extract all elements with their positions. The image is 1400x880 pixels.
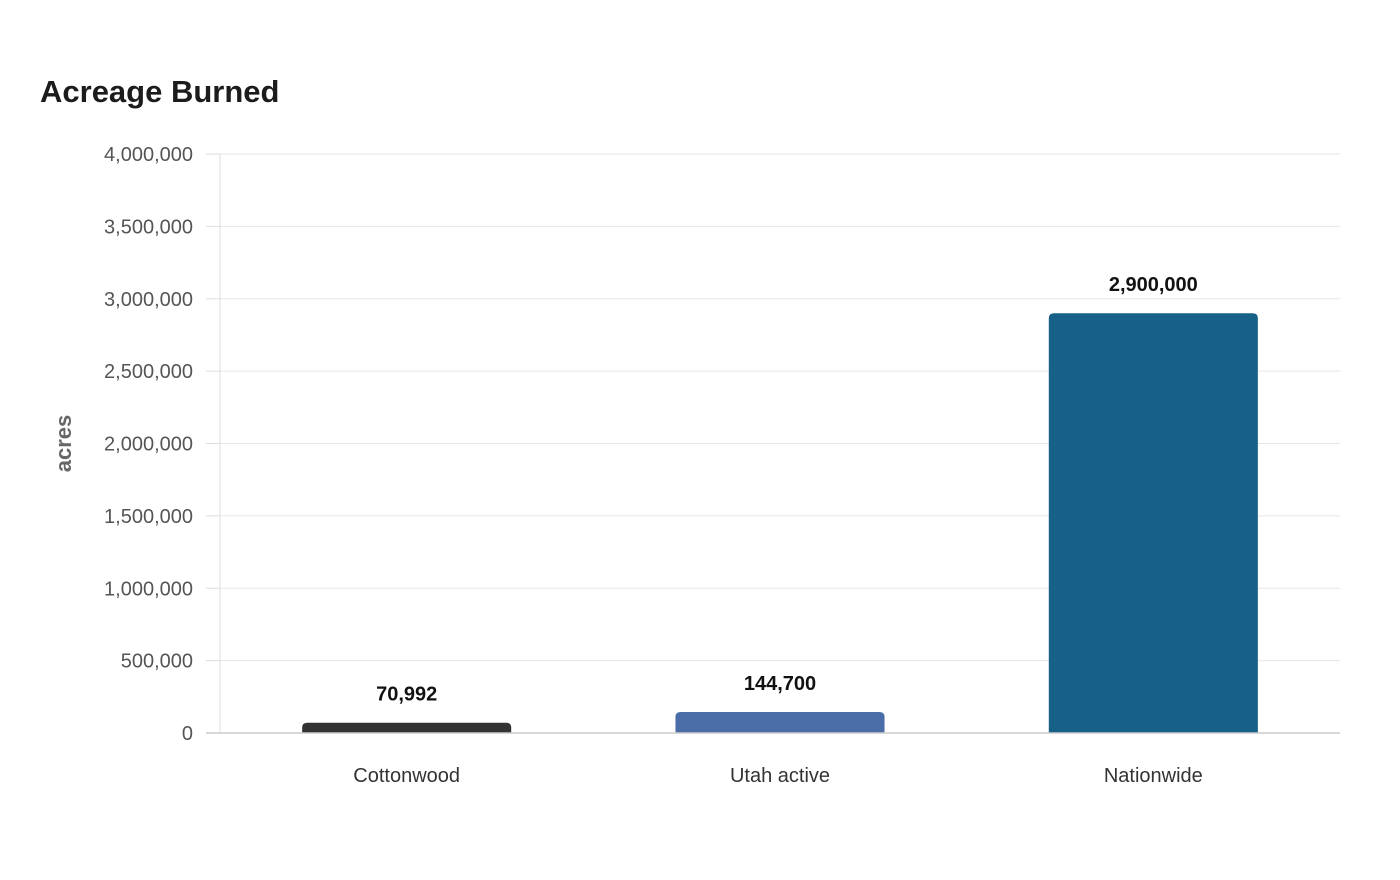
y-tick-label: 4,000,000 xyxy=(104,144,193,166)
y-tick-label: 1,000,000 xyxy=(104,578,193,600)
x-tick-label: Utah active xyxy=(730,765,830,787)
y-tick-label: 2,500,000 xyxy=(104,361,193,383)
y-tick-label: 0 xyxy=(182,723,193,745)
bar-utah-active xyxy=(675,712,885,733)
bar-nationwide xyxy=(1048,313,1258,733)
y-tick-label: 3,500,000 xyxy=(104,216,193,238)
y-tick-label: 2,000,000 xyxy=(104,434,193,456)
y-tick-label: 500,000 xyxy=(121,651,193,673)
bar-cottonwood xyxy=(302,722,512,733)
y-tick-label: 1,500,000 xyxy=(104,506,193,528)
y-axis-title: acres xyxy=(51,415,76,473)
x-tick-label: Cottonwood xyxy=(353,765,460,787)
value-label: 70,992 xyxy=(376,684,437,706)
value-label: 144,700 xyxy=(744,673,816,695)
x-axis-labels: Cottonwood Utah active Nationwide xyxy=(353,765,1203,787)
y-axis-ticks: 0 500,000 1,000,000 1,500,000 2,000,000 2,500… xyxy=(104,144,193,745)
y-tick-label: 3,000,000 xyxy=(104,289,193,311)
value-labels: 70,992 144,700 2,900,000 xyxy=(376,274,1198,705)
bars xyxy=(302,313,1258,733)
x-tick-label: Nationwide xyxy=(1104,765,1203,787)
chart-title: Acreage Burned xyxy=(40,74,280,109)
value-label: 2,900,000 xyxy=(1109,274,1198,296)
